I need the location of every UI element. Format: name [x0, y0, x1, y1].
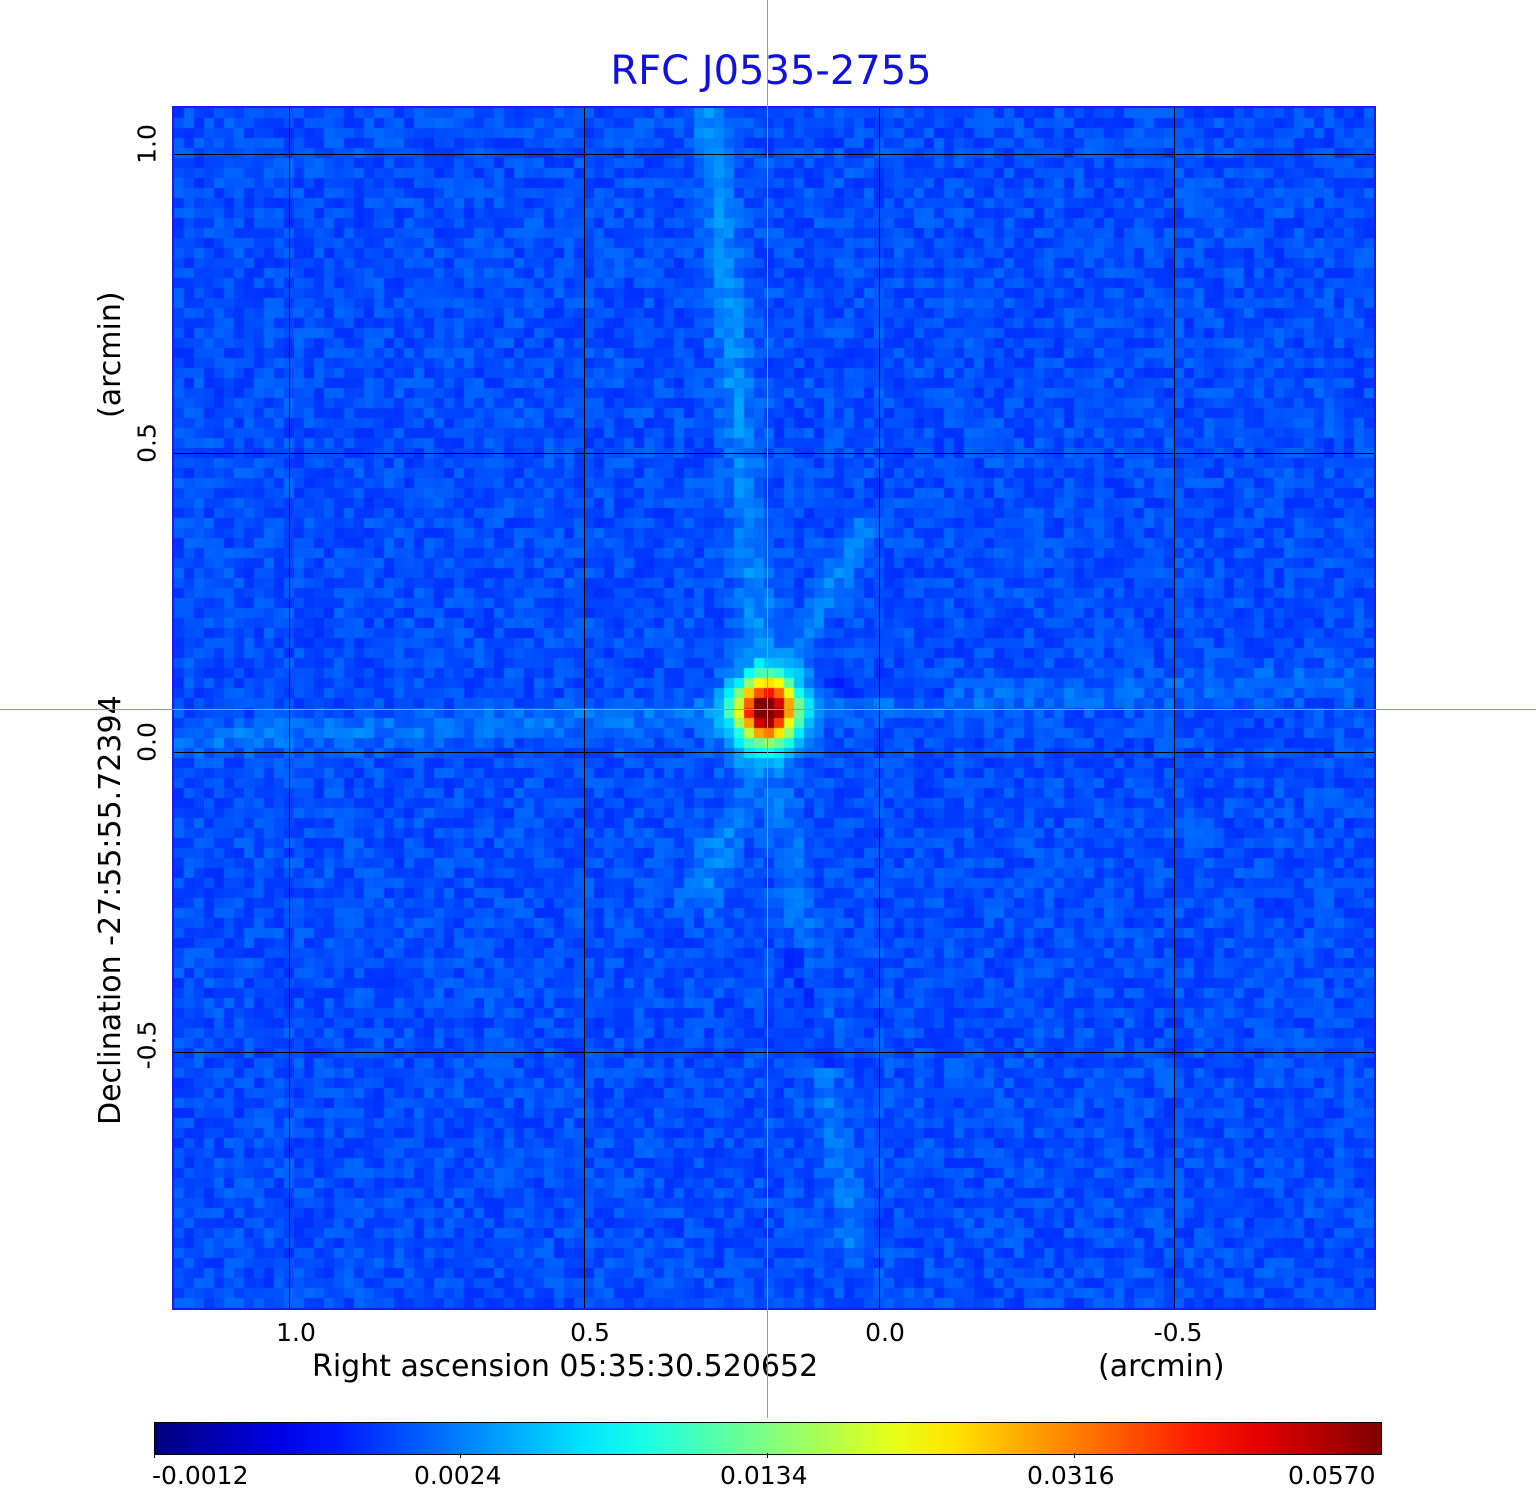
sky-image[interactable] [172, 106, 1376, 1310]
grid-line-y-0.5 [174, 453, 1374, 454]
grid-line-x-0.0 [879, 108, 880, 1308]
colorbar-tick-label: 0.0316 [1027, 1461, 1115, 1490]
x-tick-label: -0.5 [1153, 1318, 1203, 1347]
colorbar-tick [767, 1453, 768, 1458]
colorbar-tick-label: 0.0134 [720, 1461, 808, 1490]
y-tick-label: 0.0 [132, 722, 162, 762]
intensity-map [174, 108, 1374, 1308]
grid-line-x-1.0 [289, 108, 290, 1308]
grid-line-y-0.0 [174, 752, 1374, 753]
colorbar-tick [460, 1453, 461, 1458]
colorbar-tick [154, 1453, 155, 1458]
x-axis-label: Right ascension 05:35:30.520652 [312, 1349, 819, 1384]
colorbar-tick-label: 0.0570 [1288, 1461, 1376, 1490]
grid-line-x-0.5 [584, 108, 585, 1308]
y-axis-label: Declination -27:55:55.72394 [93, 695, 128, 1125]
y-tick-label: -0.5 [132, 1020, 162, 1070]
x-tick-label: 0.0 [865, 1318, 905, 1347]
colorbar-tick-label: 0.0024 [414, 1461, 502, 1490]
grid-line-y-1.0 [174, 154, 1374, 155]
x-axis-unit: (arcmin) [1098, 1349, 1225, 1384]
chart-title: RFC J0535-2755 [610, 48, 932, 94]
colorbar-tick-label: -0.0012 [152, 1461, 249, 1490]
grid-line-x--0.5 [1174, 108, 1175, 1308]
y-tick-label: 0.5 [132, 423, 162, 463]
y-axis-unit: (arcmin) [93, 291, 128, 418]
crosshair-horizontal [0, 709, 1536, 710]
y-tick-label: 1.0 [132, 124, 162, 164]
x-tick-label: 1.0 [276, 1318, 316, 1347]
x-tick-label: 0.5 [570, 1318, 610, 1347]
colorbar [154, 1422, 1382, 1455]
colorbar-tick [1074, 1453, 1075, 1458]
grid-line-y--0.5 [174, 1052, 1374, 1053]
